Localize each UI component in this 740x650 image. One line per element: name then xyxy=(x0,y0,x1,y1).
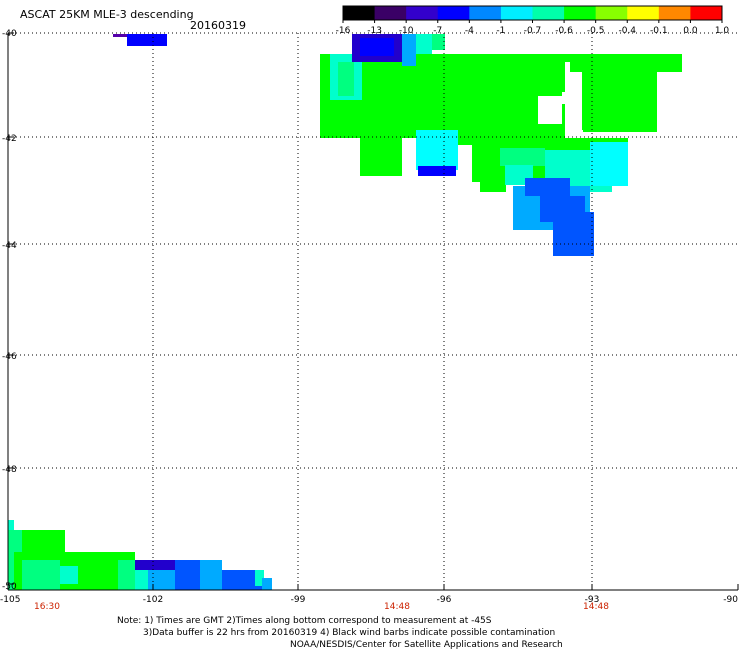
colorbar-segment xyxy=(595,6,628,20)
colorbar-segment xyxy=(406,6,439,20)
swath-cell xyxy=(127,34,167,46)
swath-cell xyxy=(562,92,582,104)
latitude-label: -48 xyxy=(2,465,17,475)
colorbar-label: -7 xyxy=(433,26,442,36)
colorbar-segment xyxy=(690,6,723,20)
chart-title: ASCAT 25KM MLE-3 descending xyxy=(20,8,194,21)
colorbar-segment xyxy=(532,6,565,20)
swath-cell xyxy=(222,570,262,590)
colorbar-label: -0.7 xyxy=(524,26,542,36)
swath-cell xyxy=(565,54,570,62)
colorbar-label: -10 xyxy=(399,26,414,36)
swath-cell xyxy=(320,130,416,138)
colorbar-segment xyxy=(564,6,597,20)
swath-cell xyxy=(500,148,545,166)
longitude-label: -99 xyxy=(291,595,306,605)
time-label: 14:48 xyxy=(384,602,410,612)
colorbar-label: -13 xyxy=(367,26,382,36)
note-line-2: 3)Data buffer is 22 hrs from 20160319 4)… xyxy=(143,628,556,638)
swath-cell xyxy=(113,34,128,37)
longitude-label: -102 xyxy=(143,595,163,605)
time-label: 14:48 xyxy=(583,602,609,612)
swath-cell xyxy=(432,34,445,50)
colorbar-label: 1.0 xyxy=(715,26,730,36)
latitude-label: -46 xyxy=(2,352,17,362)
colorbar-segment xyxy=(627,6,660,20)
swath-cell xyxy=(262,578,272,590)
colorbar-label: -16 xyxy=(336,26,351,36)
colorbar-label: -1 xyxy=(496,26,505,36)
swath-cell xyxy=(360,138,402,176)
swath-cell xyxy=(416,130,458,170)
swath-cell xyxy=(360,38,394,56)
swath-cell xyxy=(22,560,60,590)
colorbar-label: -0.6 xyxy=(555,26,573,36)
chart-date: 20160319 xyxy=(190,19,246,32)
swath-cell xyxy=(200,560,222,590)
swath-cell xyxy=(22,530,65,552)
swath-cell xyxy=(402,34,416,66)
swath-cell xyxy=(538,96,562,124)
colorbar-label: 0.0 xyxy=(683,26,698,36)
swath-cell xyxy=(416,34,432,54)
latitude-label: -50 xyxy=(2,582,17,592)
swath-cell xyxy=(570,54,682,72)
wind-swaths xyxy=(8,34,682,590)
swath-cell xyxy=(480,182,506,192)
latitude-label: -44 xyxy=(2,241,17,251)
swath-cell xyxy=(590,142,628,186)
swath-cell xyxy=(583,96,657,132)
swath-cell xyxy=(553,212,594,256)
swath-cell xyxy=(418,166,456,176)
colorbar-segment xyxy=(437,6,470,20)
swath-cell xyxy=(118,560,135,590)
latitude-label: -40 xyxy=(2,29,17,39)
colorbar-label: -0.4 xyxy=(618,26,636,36)
colorbar-segment xyxy=(500,6,533,20)
longitude-label: -105 xyxy=(0,595,20,605)
swath-cell xyxy=(148,570,175,590)
note-line-1: Note: 1) Times are GMT 2)Times along bot… xyxy=(117,616,492,626)
colorbar-segment xyxy=(469,6,502,20)
swath-cell xyxy=(525,178,570,196)
swath-cell xyxy=(175,560,200,590)
colorbar-label: -0.5 xyxy=(587,26,605,36)
swath-cell xyxy=(458,138,628,145)
colorbar-segment xyxy=(658,6,691,20)
axis-labels: -40 -42 -44 -46 -48 -50 -105 -102 -99 -96 -93 -90 16… xyxy=(0,29,738,612)
note-line-3: NOAA/NESDIS/Center for Satellite Applica… xyxy=(290,640,563,650)
colorbar-segment xyxy=(343,6,376,20)
swath-cell xyxy=(338,62,354,96)
swath-cell xyxy=(135,560,175,570)
colorbar-segment xyxy=(374,6,407,20)
latitude-label: -42 xyxy=(2,134,17,144)
swath-cell xyxy=(60,566,78,584)
longitude-label: -93 xyxy=(585,595,600,605)
grid-lines xyxy=(8,32,738,590)
colorbar-label: -4 xyxy=(465,26,474,36)
colorbar: -16 -13 -10 -7 -4 -1 -0.7 -0.6 -0.5 -0.4 -0.1 0.0 1.… xyxy=(336,5,730,36)
swath-cell xyxy=(255,570,264,586)
plot-frame xyxy=(7,32,739,591)
time-label: 16:30 xyxy=(34,602,60,612)
longitude-label: -96 xyxy=(437,595,452,605)
colorbar-label: -0.1 xyxy=(650,26,668,36)
longitude-label: -90 xyxy=(723,595,738,605)
